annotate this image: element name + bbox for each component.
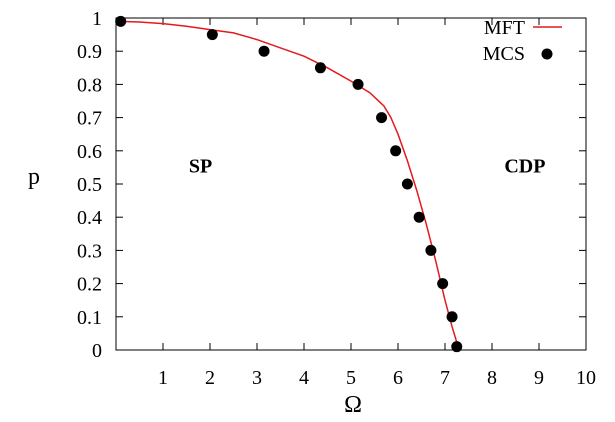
y-axis-ticks: 0 0.1 0.2 0.3 0.4 0.5 0.6 0.7 0.8 0.9 1: [77, 8, 102, 362]
legend-marker-mcs: [541, 48, 553, 60]
x-tick-label: 7: [440, 367, 450, 389]
mcs-data-point: [390, 145, 402, 157]
mcs-data-point: [437, 278, 449, 290]
mcs-data-point: [401, 178, 413, 190]
mcs-data-point: [314, 62, 326, 74]
x-tick-label: 2: [205, 367, 215, 389]
legend-label-mft: MFT: [484, 17, 525, 39]
y-tick-label: 0.2: [77, 274, 102, 296]
mcs-data-point: [425, 244, 437, 256]
y-tick-label: 0.6: [77, 141, 102, 163]
mcs-data-point: [413, 211, 425, 223]
mcs-data-point: [376, 112, 388, 124]
mcs-data-point: [451, 341, 463, 353]
x-tick-label: 1: [158, 367, 168, 389]
legend-label-mcs: MCS: [483, 43, 525, 65]
mcs-data-point: [258, 45, 270, 57]
mcs-data-point: [115, 15, 127, 27]
y-tick-label: 1: [92, 8, 102, 30]
legend: MFT MCS: [483, 17, 562, 65]
y-tick-label: 0: [92, 340, 102, 362]
x-tick-label: 6: [393, 367, 403, 389]
x-tick-label: 4: [299, 367, 309, 389]
y-tick-label: 0.5: [77, 174, 102, 196]
y-tick-label: 0.1: [77, 307, 102, 329]
axes: [115, 17, 587, 351]
x-tick-label: 10: [576, 367, 596, 389]
annotation-sp: SP: [189, 156, 212, 178]
x-tick-label: 3: [252, 367, 262, 389]
y-axis-label: p: [28, 164, 40, 190]
y-tick-label: 0.4: [77, 207, 102, 229]
region-annotations: SP CDP: [189, 156, 546, 178]
annotation-cdp: CDP: [504, 156, 545, 178]
mcs-data-point: [352, 78, 364, 90]
y-tick-label: 0.3: [77, 240, 102, 262]
y-tick-label: 0.9: [77, 41, 102, 63]
x-axis-ticks: 1 2 3 4 5 6 7 8 9 10: [158, 367, 596, 389]
mcs-data-point: [206, 29, 218, 41]
y-tick-label: 0.8: [77, 74, 102, 96]
mcs-data-point: [446, 311, 458, 323]
x-tick-label: 8: [487, 367, 497, 389]
plot-frame: [115, 17, 587, 351]
x-tick-label: 5: [346, 367, 356, 389]
x-axis-label: Ω: [344, 392, 362, 418]
series-layer: [115, 15, 463, 353]
x-tick-label: 9: [534, 367, 544, 389]
y-tick-label: 0.7: [77, 108, 102, 130]
